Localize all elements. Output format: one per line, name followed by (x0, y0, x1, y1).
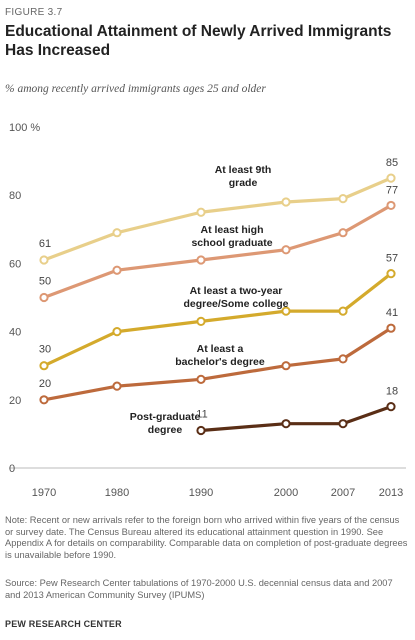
series-line (43, 204, 392, 299)
chart-title: Educational Attainment of Newly Arrived … (5, 23, 392, 59)
y-tick-label: 40 (9, 327, 21, 339)
data-point (338, 354, 348, 364)
data-point (338, 306, 348, 316)
data-label: 61 (39, 238, 51, 250)
chart-subtitle: % among recently arrived immigrants ages… (5, 83, 266, 95)
y-tick-label: 60 (9, 258, 21, 270)
data-point (196, 207, 206, 217)
data-point (338, 419, 348, 429)
data-point (196, 374, 206, 384)
data-point (386, 269, 396, 279)
series-label: At least 9th grade (215, 164, 272, 189)
y-tick-label: 20 (9, 395, 21, 407)
figure-label: FIGURE 3.7 (5, 7, 63, 18)
data-label: 18 (386, 386, 398, 398)
data-point (281, 361, 291, 371)
series-2: 50 77 At least high school graduate (39, 184, 398, 303)
data-point (281, 245, 291, 255)
y-tick-label: 0 (9, 463, 15, 475)
data-point (338, 228, 348, 238)
x-tick-label: 1980 (105, 487, 129, 499)
data-label: 77 (386, 184, 398, 196)
x-tick-label: 2007 (331, 487, 355, 499)
data-point (112, 228, 122, 238)
series-3: 30 57 At least a two-year degree/Some colle… (39, 253, 398, 371)
x-tick-label: 2013 (379, 487, 403, 499)
data-point (39, 292, 49, 303)
data-point (386, 173, 396, 183)
series-line (43, 176, 392, 262)
data-label: 41 (386, 307, 398, 319)
series-label: At least a bachelor's degree (175, 343, 265, 368)
y-tick-label: 80 (9, 190, 21, 202)
series-line (43, 272, 392, 368)
chart-note: Note: Recent or new arrivals refer to th… (5, 515, 408, 560)
series-1: 61 85 At least 9th grade (39, 157, 398, 265)
series-label: At least high school graduate (191, 224, 272, 249)
data-point (39, 395, 49, 405)
data-point (196, 255, 206, 265)
data-label: 57 (386, 253, 398, 265)
data-point (112, 327, 122, 337)
data-label: 11 (196, 408, 207, 420)
data-point (196, 425, 206, 436)
data-point (39, 361, 49, 371)
series-line (200, 405, 392, 433)
data-point (112, 381, 122, 391)
data-point (196, 316, 206, 326)
data-label: 20 (39, 378, 51, 390)
series-label: At least a two-year degree/Some college (183, 285, 288, 310)
series-4: 20 41 At least a bachelor's degree (39, 307, 398, 405)
data-point (281, 197, 291, 207)
data-point (39, 255, 49, 265)
y-tick-label: 100 % (9, 122, 40, 134)
data-label: 50 (39, 276, 51, 288)
data-label: 30 (39, 344, 51, 356)
data-point (386, 402, 396, 412)
line-chart: 0 20 40 60 80 100 % 1970 1980 1990 2000 2007 2013 61… (9, 122, 406, 499)
series-5: 11 18 Post-graduate degree (130, 386, 398, 436)
x-tick-label: 1990 (189, 487, 213, 499)
data-point (386, 323, 396, 333)
data-point (281, 306, 291, 316)
data-point (386, 200, 396, 211)
chart-source: Source: Pew Research Center tabulations … (5, 578, 393, 600)
series-line (43, 326, 392, 402)
data-label: 85 (386, 157, 398, 169)
credit-line: PEW RESEARCH CENTER (5, 619, 122, 629)
x-tick-label: 1970 (32, 487, 56, 499)
data-point (338, 194, 348, 204)
data-point (281, 419, 291, 429)
series-label: Post-graduate degree (130, 411, 201, 436)
data-point (112, 265, 122, 275)
x-tick-label: 2000 (274, 487, 298, 499)
